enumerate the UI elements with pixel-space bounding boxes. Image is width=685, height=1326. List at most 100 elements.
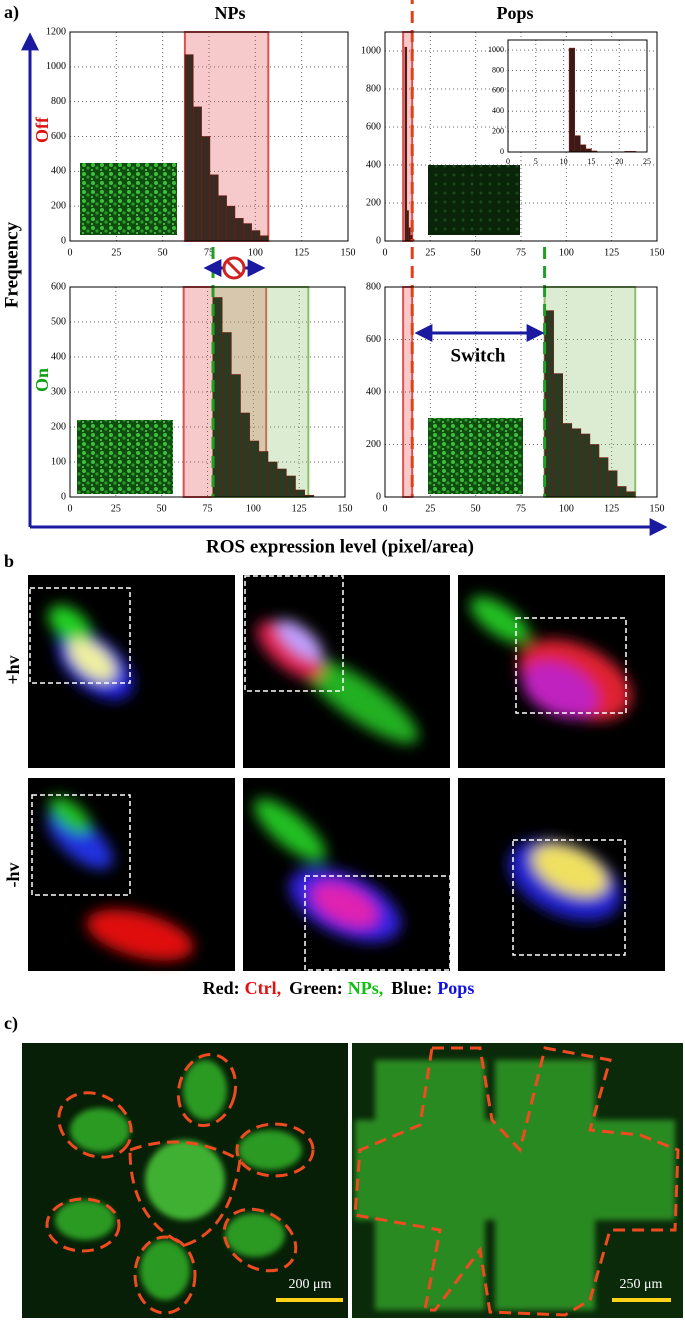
bar bbox=[295, 489, 305, 498]
y-tick-label: 400 bbox=[51, 166, 66, 177]
y-tick-label: 200 bbox=[366, 197, 381, 208]
plot-frame bbox=[69, 31, 349, 242]
y-tick-label: 200 bbox=[492, 126, 504, 135]
bar bbox=[249, 440, 260, 498]
y-tick-label: 1000 bbox=[488, 45, 504, 54]
y-tick-label: 600 bbox=[492, 86, 504, 95]
x-tick-label: 125 bbox=[294, 247, 309, 258]
y-tick-label: 300 bbox=[51, 386, 66, 397]
selection-box bbox=[29, 575, 627, 971]
row-title: On bbox=[32, 368, 52, 392]
x-tick-label: 75 bbox=[203, 503, 213, 514]
bar bbox=[574, 135, 581, 153]
x-tick-label: 150 bbox=[650, 503, 665, 514]
micrographs: 200 μm 250 μm bbox=[22, 1043, 683, 1318]
y-tick-label: 600 bbox=[366, 334, 381, 345]
scatter-images bbox=[28, 575, 665, 971]
x-tick-label: 75 bbox=[204, 247, 214, 258]
row-title: -hv bbox=[3, 862, 23, 887]
x-tick-label: 25 bbox=[111, 247, 121, 258]
bar bbox=[192, 106, 202, 242]
micrograph-inset bbox=[428, 418, 523, 494]
bar bbox=[184, 54, 194, 242]
bar bbox=[217, 195, 227, 242]
bar bbox=[553, 373, 564, 498]
bar bbox=[226, 205, 236, 242]
histogram-chart: 0 200 400 600 800 1000 1200 0 25 50 75 100 125 150 bbox=[46, 26, 356, 258]
bar bbox=[625, 491, 636, 498]
plot-frame bbox=[507, 39, 648, 153]
y-tick-label: 0 bbox=[376, 491, 381, 502]
y-tick-label: 400 bbox=[366, 159, 381, 170]
y-tick-label: 0 bbox=[500, 147, 504, 156]
x-tick-label: 150 bbox=[338, 503, 353, 514]
bar bbox=[231, 374, 241, 498]
legend-name: Pops bbox=[437, 978, 475, 998]
bar bbox=[598, 457, 609, 498]
legend-key: Red: bbox=[202, 978, 240, 998]
x-tick-label: 20 bbox=[615, 157, 623, 166]
x-tick-label: 0 bbox=[383, 503, 388, 514]
x-tick-label: 125 bbox=[292, 503, 307, 514]
bar bbox=[242, 223, 252, 242]
y-tick-label: 400 bbox=[51, 351, 66, 362]
y-tick-label: 500 bbox=[51, 316, 66, 327]
region-outline bbox=[45, 1046, 680, 1317]
bar bbox=[267, 461, 278, 498]
panel-label: a) bbox=[4, 2, 19, 23]
legend: Red: Ctrl, Green: NPs, Blue: Pops bbox=[0, 978, 685, 999]
x-tick-label: 25 bbox=[643, 157, 651, 166]
row-title: +hv bbox=[3, 655, 23, 684]
legend-key: Blue: bbox=[391, 978, 433, 998]
y-tick-label: 0 bbox=[61, 235, 66, 246]
y-tick-label: 0 bbox=[376, 235, 381, 246]
micrograph-inset bbox=[428, 165, 520, 235]
row-title: Off bbox=[32, 116, 52, 143]
bar bbox=[276, 468, 287, 498]
x-tick-label: 75 bbox=[516, 247, 526, 258]
bar bbox=[580, 433, 591, 498]
y-tick-label: 0 bbox=[61, 491, 66, 502]
y-tick-label: 600 bbox=[51, 131, 66, 142]
y-tick-label: 100 bbox=[51, 456, 66, 467]
plot-frame bbox=[384, 286, 658, 498]
panel-label: c) bbox=[4, 1013, 18, 1034]
legend-name: NPs, bbox=[347, 978, 384, 998]
y-tick-label: 200 bbox=[51, 421, 66, 432]
x-tick-label: 100 bbox=[246, 503, 261, 514]
bar bbox=[589, 444, 600, 498]
legend-name: Ctrl, bbox=[244, 978, 282, 998]
bar bbox=[616, 486, 627, 498]
y-tick-label: 200 bbox=[51, 200, 66, 211]
y-tick-label: 800 bbox=[366, 83, 381, 94]
x-tick-label: 25 bbox=[111, 503, 121, 514]
x-axis-title: ROS expression level (pixel/area) bbox=[206, 536, 474, 557]
y-tick-label: 600 bbox=[366, 121, 381, 132]
bar bbox=[579, 144, 587, 153]
bar bbox=[240, 412, 250, 498]
annotation: Switch bbox=[451, 345, 506, 366]
x-tick-label: 50 bbox=[471, 247, 481, 258]
y-tick-label: 400 bbox=[366, 386, 381, 397]
bar bbox=[568, 47, 576, 153]
y-tick-label: 600 bbox=[51, 281, 66, 292]
x-tick-label: 50 bbox=[158, 247, 168, 258]
x-tick-label: 125 bbox=[604, 503, 619, 514]
bar bbox=[259, 235, 269, 242]
x-tick-label: 25 bbox=[425, 247, 435, 258]
bar bbox=[209, 174, 219, 242]
x-tick-label: 0 bbox=[506, 157, 510, 166]
x-tick-label: 100 bbox=[559, 247, 574, 258]
column-title: Pops bbox=[496, 3, 533, 23]
y-tick-label: 800 bbox=[51, 96, 66, 107]
micrograph-inset bbox=[80, 163, 177, 235]
plot-frame bbox=[384, 31, 658, 242]
x-tick-label: 0 bbox=[383, 247, 388, 258]
x-tick-label: 125 bbox=[604, 247, 619, 258]
scatter-image bbox=[28, 575, 235, 768]
y-tick-label: 1000 bbox=[46, 61, 66, 72]
bar bbox=[234, 218, 244, 242]
x-tick-label: 150 bbox=[650, 247, 665, 258]
